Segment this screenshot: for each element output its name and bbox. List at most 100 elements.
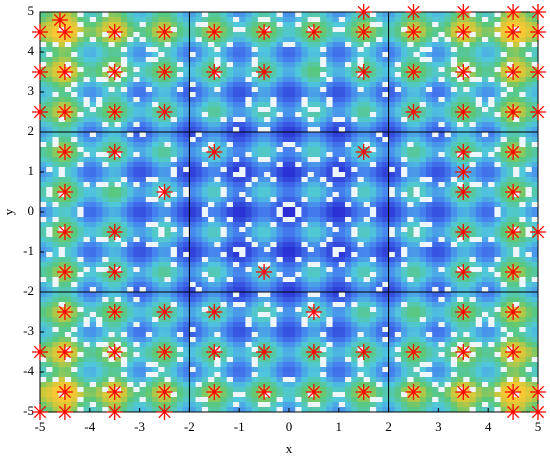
contour-cell xyxy=(376,367,383,373)
contour-cell xyxy=(96,232,103,238)
contour-cell xyxy=(332,217,340,223)
contour-cell xyxy=(226,322,234,328)
contour-cell xyxy=(164,162,172,168)
contour-cell xyxy=(120,92,128,98)
contour-cell xyxy=(313,302,321,308)
contour-cell xyxy=(158,42,165,48)
contour-cell xyxy=(388,217,396,223)
contour-cell xyxy=(214,282,222,288)
contour-cell xyxy=(208,232,215,238)
contour-cell xyxy=(46,142,53,148)
contour-cell xyxy=(52,282,60,288)
contour-cell xyxy=(133,262,141,268)
contour-cell xyxy=(245,17,253,23)
contour-cell xyxy=(270,107,278,113)
contour-cell xyxy=(158,292,165,298)
contour-cell xyxy=(232,377,240,383)
contour-cell xyxy=(77,332,85,338)
contour-cell xyxy=(257,282,265,288)
contour-cell xyxy=(176,102,184,108)
contour-cell xyxy=(214,277,222,283)
contour-cell xyxy=(46,217,53,223)
contour-cell xyxy=(40,227,47,233)
contour-cell xyxy=(232,117,240,123)
contour-cell xyxy=(52,252,60,258)
contour-cell xyxy=(152,77,159,83)
contour-cell xyxy=(40,287,47,293)
contour-cell xyxy=(357,117,365,123)
contour-cell xyxy=(201,22,209,28)
contour-cell xyxy=(313,162,321,168)
contour-cell xyxy=(301,322,309,328)
contour-cell xyxy=(388,402,396,408)
contour-cell xyxy=(363,97,371,103)
contour-cell xyxy=(351,287,358,293)
contour-cell xyxy=(127,232,134,238)
contour-cell xyxy=(71,162,78,168)
contour-cell xyxy=(425,142,433,148)
contour-cell xyxy=(220,87,228,93)
contour-cell xyxy=(120,382,128,388)
contour-cell xyxy=(425,37,433,43)
contour-cell xyxy=(201,222,209,228)
contour-cell xyxy=(133,82,141,88)
contour-cell xyxy=(52,257,60,263)
contour-cell xyxy=(401,142,408,148)
contour-cell xyxy=(320,197,327,203)
contour-cell xyxy=(289,177,296,183)
contour-cell xyxy=(133,142,141,148)
contour-cell xyxy=(419,362,427,368)
contour-cell xyxy=(120,227,128,233)
contour-cell xyxy=(313,257,321,263)
contour-cell xyxy=(251,232,259,238)
contour-cell xyxy=(96,152,103,158)
contour-cell xyxy=(77,232,85,238)
contour-cell xyxy=(388,347,396,353)
contour-cell xyxy=(301,272,309,278)
contour-cell xyxy=(282,157,290,163)
contour-cell xyxy=(419,227,427,233)
contour-cell xyxy=(301,377,309,383)
contour-cell xyxy=(264,302,271,308)
contour-cell xyxy=(270,242,278,248)
contour-cell xyxy=(102,37,109,43)
contour-cell xyxy=(413,347,421,353)
contour-cell xyxy=(120,27,128,33)
contour-cell xyxy=(338,332,346,338)
contour-cell xyxy=(226,122,234,128)
contour-cell xyxy=(251,262,259,268)
contour-cell xyxy=(71,87,78,93)
contour-cell xyxy=(120,282,128,288)
contour-cell xyxy=(320,217,327,223)
contour-cell xyxy=(357,242,365,248)
contour-cell xyxy=(214,157,222,163)
contour-cell xyxy=(338,157,346,163)
contour-cell xyxy=(363,47,371,53)
contour-cell xyxy=(77,387,85,393)
contour-cell xyxy=(96,342,103,348)
contour-cell xyxy=(276,107,284,113)
contour-cell xyxy=(338,382,346,388)
contour-cell xyxy=(245,137,253,143)
contour-cell xyxy=(96,332,103,338)
contour-cell xyxy=(357,157,365,163)
contour-cell xyxy=(289,22,296,28)
contour-cell xyxy=(357,222,365,228)
contour-cell xyxy=(376,207,383,213)
contour-cell xyxy=(102,252,109,258)
contour-cell xyxy=(401,302,408,308)
contour-cell xyxy=(89,312,97,318)
contour-cell xyxy=(264,187,271,193)
contour-cell xyxy=(176,67,184,73)
contour-cell xyxy=(363,332,371,338)
contour-cell xyxy=(58,377,66,383)
contour-cell xyxy=(214,402,222,408)
contour-cell xyxy=(77,72,85,78)
contour-cell xyxy=(232,382,240,388)
contour-cell xyxy=(338,47,346,53)
contour-cell xyxy=(363,137,371,143)
contour-cell xyxy=(220,132,228,138)
contour-cell xyxy=(394,212,402,218)
contour-cell xyxy=(46,147,53,153)
contour-cell xyxy=(195,157,203,163)
